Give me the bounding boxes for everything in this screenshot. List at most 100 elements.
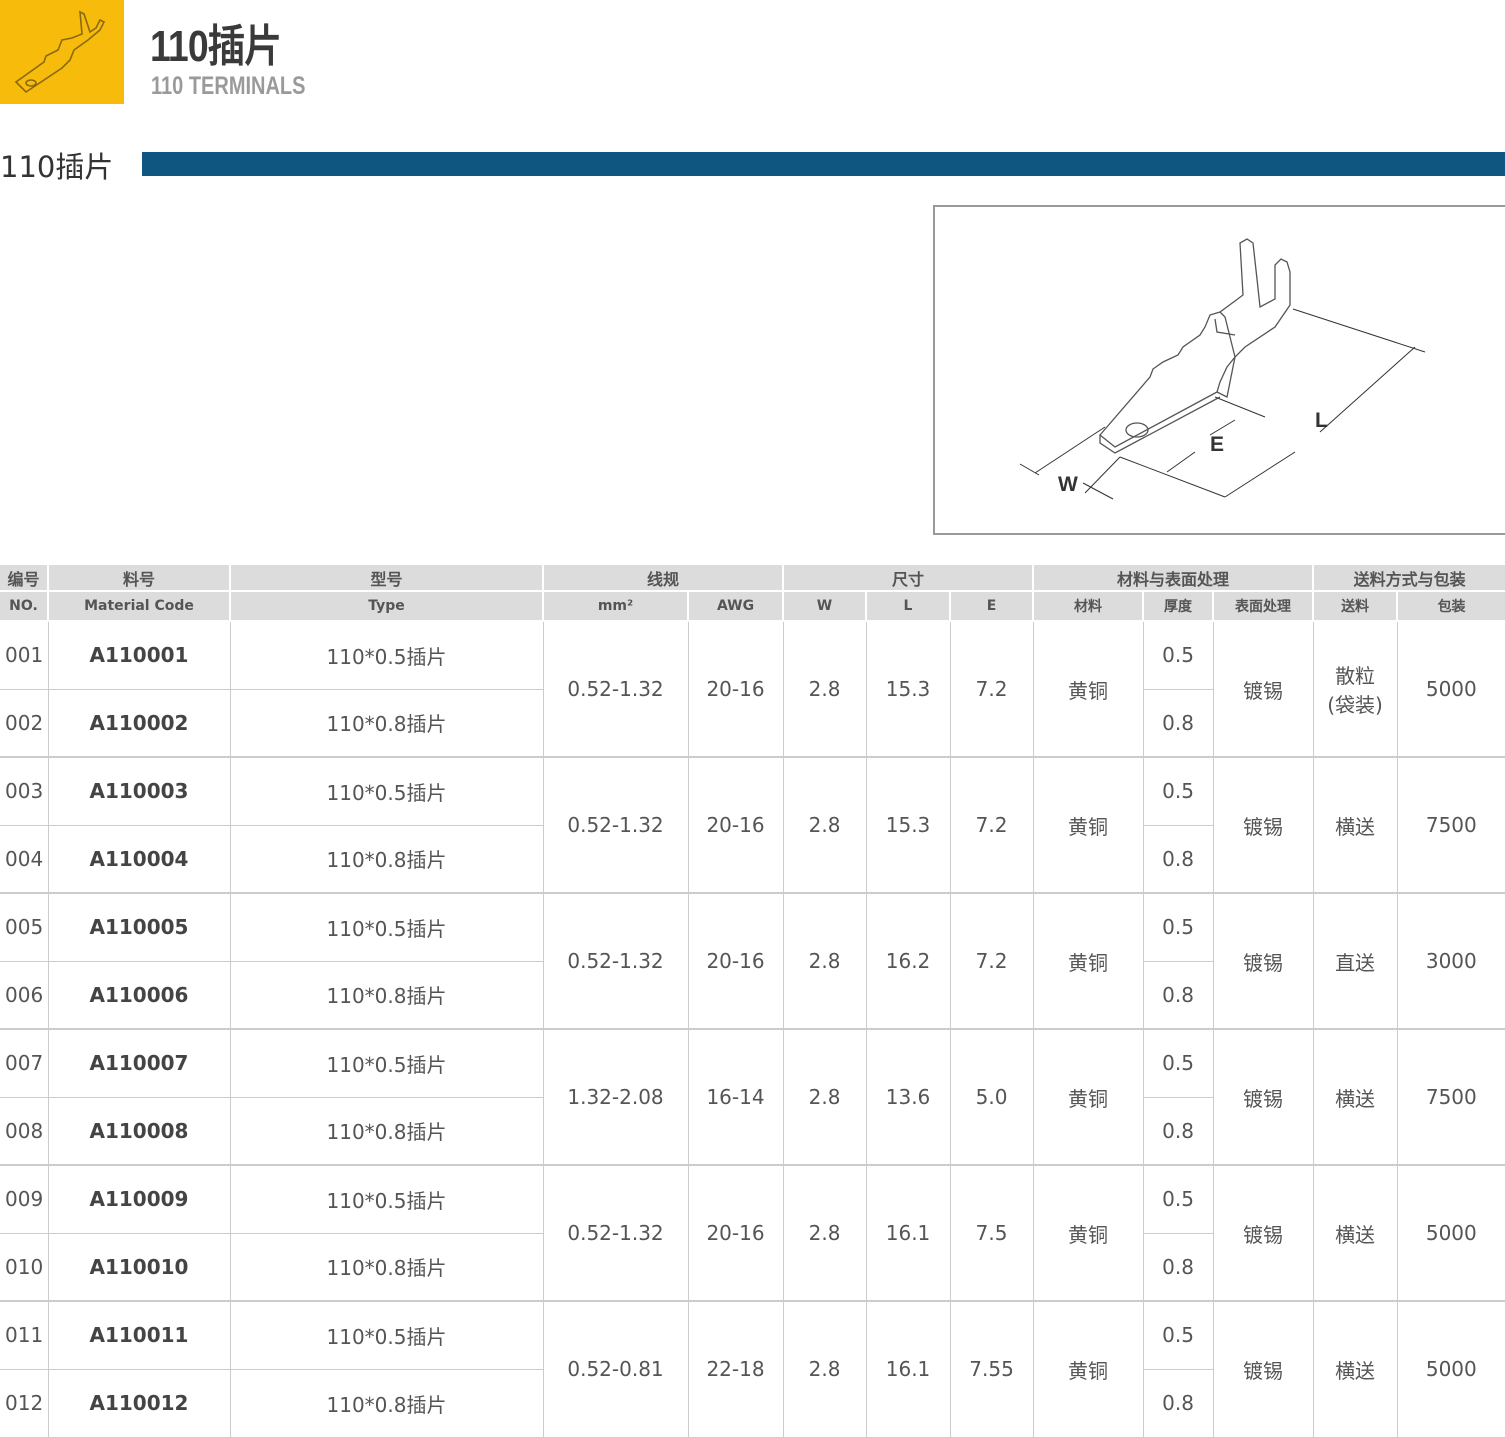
cell-type: 110*0.5插片 [229, 620, 544, 690]
dimension-lines [1019, 308, 1426, 500]
cell-no: 003 [0, 756, 49, 826]
cell-thickness: 0.8 [1142, 1232, 1214, 1302]
table-row: 009 A110009 110*0.5插片 0.52-1.32 20-16 2.8 16.1… [0, 1164, 1505, 1302]
cell-type: 110*0.5插片 [229, 892, 544, 962]
table-row: 001 A110001 110*0.5插片 0.52-1.32 20-16 2.8 15.3… [0, 620, 1505, 758]
table-row: 011 A110011 110*0.5插片 0.52-0.81 22-18 2.8 16.1… [0, 1300, 1505, 1438]
cell-material: 黄铜 [1032, 1028, 1144, 1166]
cell-awg: 20-16 [687, 1164, 784, 1302]
cell-no: 006 [0, 960, 49, 1030]
cell-no: 010 [0, 1232, 49, 1302]
subheader-no: NO. [0, 590, 49, 622]
cell-type: 110*0.8插片 [229, 688, 544, 758]
cell-w: 2.8 [782, 1028, 867, 1166]
cell-material-code: A110003 [47, 756, 231, 826]
cell-no: 008 [0, 1096, 49, 1166]
cell-thickness: 0.5 [1142, 892, 1214, 962]
cell-finish: 镀锡 [1212, 756, 1314, 894]
cell-finish: 镀锡 [1212, 620, 1314, 758]
cell-feed: 横送 [1312, 1164, 1398, 1302]
cell-type: 110*0.8插片 [229, 824, 544, 894]
cell-no: 011 [0, 1300, 49, 1370]
subheader-finish: 表面处理 [1212, 590, 1315, 622]
header-type: 型号 [229, 563, 544, 592]
cell-finish: 镀锡 [1212, 1300, 1314, 1438]
cell-type: 110*0.8插片 [229, 960, 544, 1030]
cell-mm2: 0.52-1.32 [542, 1164, 689, 1302]
cell-no: 007 [0, 1028, 49, 1098]
section-bar [142, 152, 1505, 176]
cell-thickness: 0.5 [1142, 1300, 1214, 1370]
cell-l: 16.1 [865, 1300, 951, 1438]
cell-pack: 7500 [1396, 756, 1505, 894]
cell-w: 2.8 [782, 620, 867, 758]
subheader-feed: 送料 [1312, 590, 1399, 622]
cell-type: 110*0.8插片 [229, 1096, 544, 1166]
cell-feed: 横送 [1312, 1300, 1398, 1438]
cell-material-code: A110010 [47, 1232, 231, 1302]
subheader-l: L [865, 590, 952, 622]
cell-thickness: 0.8 [1142, 1096, 1214, 1166]
cell-w: 2.8 [782, 756, 867, 894]
terminal-logo [0, 0, 124, 104]
cell-finish: 镀锡 [1212, 892, 1314, 1030]
subheader-awg: AWG [686, 590, 785, 622]
header-code: 料号 [47, 563, 231, 592]
cell-pack: 7500 [1396, 1028, 1505, 1166]
cell-mm2: 0.52-1.32 [542, 892, 689, 1030]
cell-awg: 20-16 [687, 756, 784, 894]
cell-type: 110*0.8插片 [229, 1232, 544, 1302]
cell-material-code: A110011 [47, 1300, 231, 1370]
cell-material: 黄铜 [1032, 892, 1144, 1030]
cell-pack: 5000 [1396, 620, 1505, 758]
cell-w: 2.8 [782, 1300, 867, 1438]
cell-material-code: A110009 [47, 1164, 231, 1234]
cell-awg: 20-16 [687, 892, 784, 1030]
cell-material: 黄铜 [1032, 756, 1144, 894]
cell-l: 13.6 [865, 1028, 951, 1166]
cell-material: 黄铜 [1032, 1300, 1144, 1438]
cell-e: 7.55 [949, 1300, 1034, 1438]
subheader-type: Type [229, 590, 544, 622]
terminal-dimension-diagram: W E L [933, 205, 1505, 535]
table-row: 007 A110007 110*0.5插片 1.32-2.08 16-14 2.8 13.6… [0, 1028, 1505, 1166]
cell-material-code: A110001 [47, 620, 231, 690]
cell-awg: 22-18 [687, 1300, 784, 1438]
cell-no: 001 [0, 620, 49, 690]
cell-l: 15.3 [865, 756, 951, 894]
cell-feed: 横送 [1312, 1028, 1398, 1166]
cell-thickness: 0.8 [1142, 688, 1214, 758]
cell-material: 黄铜 [1032, 620, 1144, 758]
cell-material-code: A110008 [47, 1096, 231, 1166]
cell-awg: 16-14 [687, 1028, 784, 1166]
cell-no: 012 [0, 1368, 49, 1438]
cell-w: 2.8 [782, 1164, 867, 1302]
terminal-icon [14, 10, 106, 94]
cell-material: 黄铜 [1032, 1164, 1144, 1302]
cell-mm2: 0.52-1.32 [542, 620, 689, 758]
cell-finish: 镀锡 [1212, 1028, 1314, 1166]
cell-pack: 3000 [1396, 892, 1505, 1030]
subheader-mm2: mm² [542, 590, 689, 622]
header-material: 材料与表面处理 [1032, 563, 1315, 592]
section-title: 110插片 [0, 150, 114, 184]
subheader-code: Material Code [47, 590, 231, 622]
cell-mm2: 1.32-2.08 [542, 1028, 689, 1166]
cell-type: 110*0.8插片 [229, 1368, 544, 1438]
spec-table: 编号 料号 型号 线规 尺寸 材料与表面处理 送料方式与包装 NO. Mater… [0, 563, 1505, 1438]
page-subtitle: 110 TERMINALS [151, 72, 306, 100]
dimension-label-l: L [1315, 409, 1328, 432]
cell-material-code: A110007 [47, 1028, 231, 1098]
table-row: 003 A110003 110*0.5插片 0.52-1.32 20-16 2.8 15.3… [0, 756, 1505, 894]
table-row: 004 A110004 110*0.8插片 0.8 [0, 824, 1505, 894]
cell-feed: 散粒 (袋装) [1312, 620, 1398, 758]
header-wire: 线规 [541, 563, 785, 592]
cell-material-code: A110005 [47, 892, 231, 962]
cell-no: 002 [0, 688, 49, 758]
header-packing: 送料方式与包装 [1312, 563, 1505, 592]
subheader-pack: 包装 [1396, 590, 1505, 622]
cell-mm2: 0.52-0.81 [542, 1300, 689, 1438]
cell-thickness: 0.5 [1142, 1164, 1214, 1234]
cell-thickness: 0.8 [1142, 960, 1214, 1030]
cell-no: 004 [0, 824, 49, 894]
